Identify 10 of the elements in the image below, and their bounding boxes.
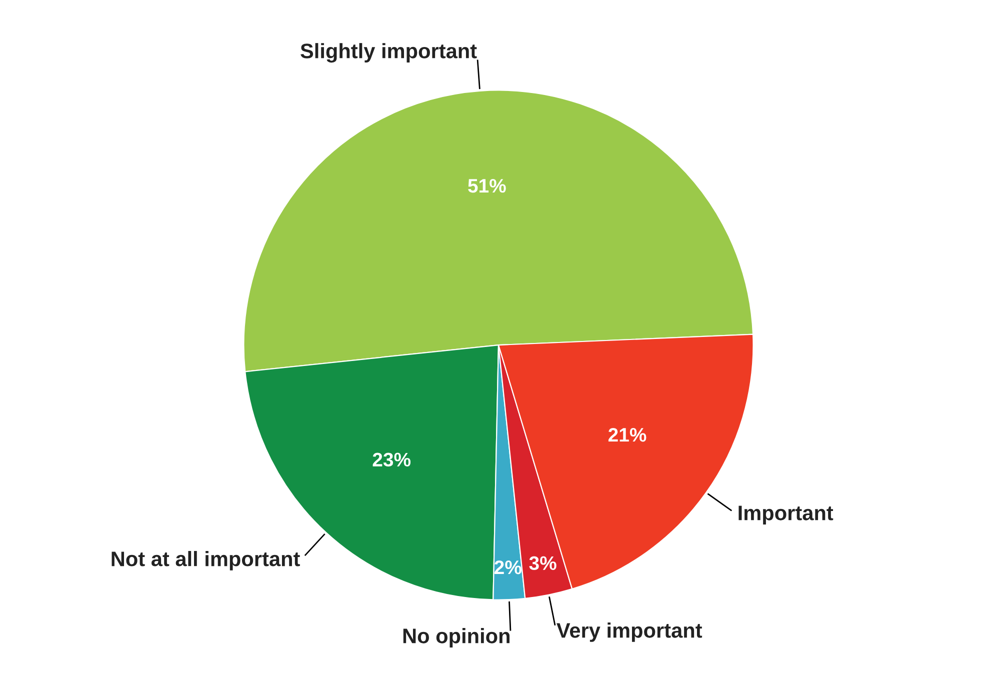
slice-label: Important — [738, 506, 834, 524]
slice-label: Very important — [556, 622, 702, 642]
data-label: 23% — [372, 452, 411, 467]
slice-label: Not at all important — [112, 550, 300, 570]
slice-label: No opinion — [403, 628, 510, 648]
data-label: 3% — [529, 556, 556, 570]
data-label: 21% — [608, 428, 646, 442]
slice-label: Slightly important — [300, 43, 477, 63]
data-label: 2% — [494, 560, 522, 574]
data-label: 51% — [468, 178, 506, 193]
